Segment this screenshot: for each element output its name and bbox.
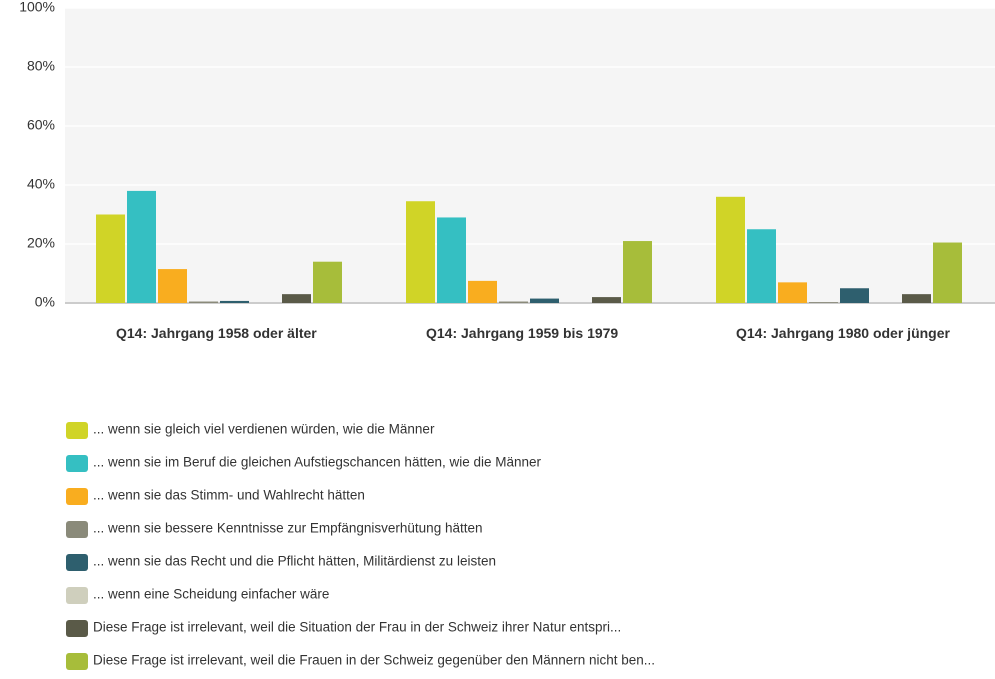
- bar: [220, 300, 249, 303]
- bar: [902, 294, 931, 303]
- bar: [530, 298, 559, 303]
- legend-label: ... wenn sie das Stimm- und Wahlrecht hä…: [93, 488, 365, 503]
- bar: [406, 201, 435, 303]
- legend-label: Diese Frage ist irrelevant, weil die Sit…: [93, 620, 621, 635]
- bar: [313, 261, 342, 303]
- bar: [933, 242, 962, 303]
- bar: [809, 302, 838, 303]
- bar: [840, 288, 869, 303]
- bar: [778, 282, 807, 303]
- plot-background: [65, 8, 995, 303]
- y-tick-label: 100%: [19, 0, 55, 15]
- bar: [96, 214, 125, 303]
- legend-swatch: [66, 587, 88, 604]
- bar: [747, 229, 776, 303]
- x-tick-label: Q14: Jahrgang 1980 oder jünger: [736, 325, 950, 341]
- y-tick-label: 60%: [27, 117, 55, 133]
- bar: [716, 196, 745, 303]
- bar: [158, 269, 187, 303]
- legend-label: ... wenn sie bessere Kenntnisse zur Empf…: [93, 521, 482, 536]
- legend-swatch: [66, 554, 88, 571]
- legend-label: Diese Frage ist irrelevant, weil die Fra…: [93, 653, 655, 668]
- y-tick-label: 0%: [35, 294, 55, 310]
- bar: [592, 297, 621, 303]
- x-tick-label: Q14: Jahrgang 1958 oder älter: [116, 325, 317, 341]
- legend-swatch: [66, 422, 88, 439]
- bar: [623, 241, 652, 303]
- bar: [468, 280, 497, 303]
- legend-swatch: [66, 455, 88, 472]
- legend-swatch: [66, 521, 88, 538]
- legend-label: ... wenn sie im Beruf die gleichen Aufst…: [93, 455, 542, 470]
- y-tick-label: 40%: [27, 176, 55, 192]
- bar: [499, 301, 528, 303]
- bar: [189, 301, 218, 303]
- y-tick-label: 20%: [27, 235, 55, 251]
- bar: [127, 190, 156, 303]
- bar: [282, 294, 311, 303]
- legend-swatch: [66, 488, 88, 505]
- x-tick-label: Q14: Jahrgang 1959 bis 1979: [426, 325, 619, 341]
- legend-label: ... wenn sie das Recht und die Pflicht h…: [93, 554, 496, 569]
- legend-label: ... wenn sie gleich viel verdienen würde…: [93, 422, 435, 437]
- bar: [437, 217, 466, 303]
- legend-label: ... wenn eine Scheidung einfacher wäre: [93, 587, 329, 602]
- y-tick-label: 80%: [27, 58, 55, 74]
- legend-swatch: [66, 653, 88, 670]
- legend-swatch: [66, 620, 88, 637]
